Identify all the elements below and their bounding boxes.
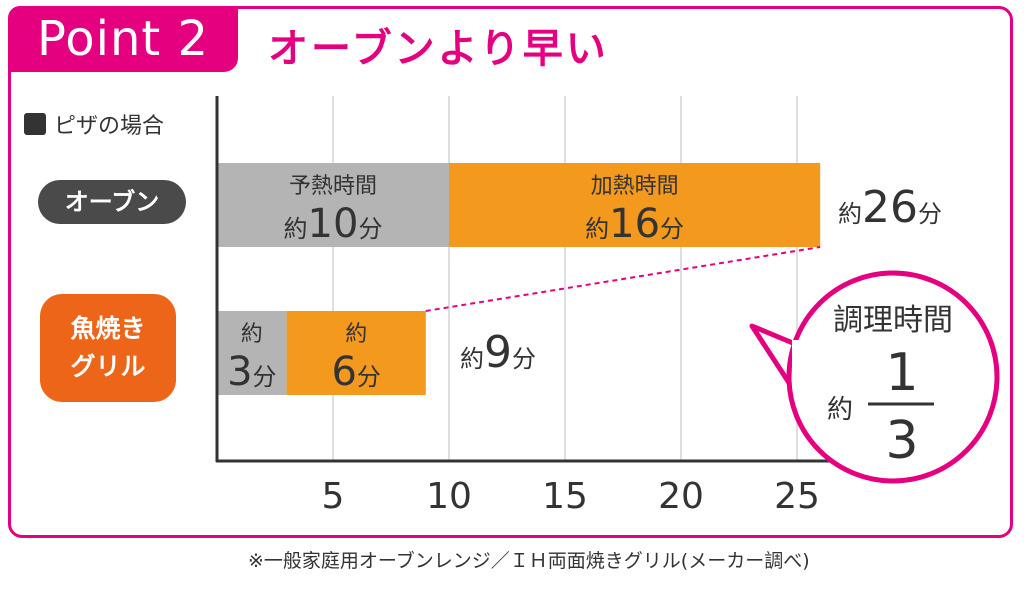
point-badge: Point 2 [8, 6, 238, 72]
x-tick-label-20: 20 [658, 476, 704, 517]
callout-tail-join [792, 340, 806, 386]
bar-1-0 [217, 311, 287, 395]
bar-1-1 [286, 311, 426, 395]
bar-0-1 [449, 163, 821, 247]
bar-label-top-0-0: 予熱時間 [289, 174, 377, 199]
axes: 5 10 15 20 25 [215, 96, 831, 517]
legend-label: ピザの場合 [54, 114, 165, 139]
bar-label-value-1-1: 6分 [331, 349, 380, 395]
category-label-oven: オーブン [38, 180, 186, 224]
total-label-0: 約26分 [838, 182, 942, 233]
chart-frame [8, 6, 1013, 538]
callout-circle [786, 270, 1000, 484]
callout-numerator: 1 [885, 343, 918, 403]
bar-label-top-1-0: 約 [241, 322, 263, 347]
callout-denominator: 3 [885, 411, 918, 471]
legend-square-icon [24, 113, 46, 135]
x-tick-label-5: 5 [322, 476, 345, 517]
callout-prefix: 約 [827, 395, 853, 425]
bar-label-value-0-0: 約10分 [284, 201, 383, 247]
x-tick-label-10: 10 [426, 476, 472, 517]
headline: オーブンより早い [268, 26, 609, 72]
bar-0-0 [217, 163, 449, 247]
bar-label-value-0-1: 約16分 [585, 201, 684, 247]
bar-label-value-1-0: 3分 [227, 349, 276, 395]
legend: ピザの場合 [24, 108, 164, 140]
total-label-1: 約9分 [460, 327, 536, 378]
bar-label-top-0-1: 加熱時間 [591, 174, 679, 199]
comparison-dashed-line [425, 246, 821, 312]
x-tick-label-25: 25 [774, 476, 820, 517]
callout-title: 調理時間 [833, 303, 953, 338]
x-tick-label-15: 15 [542, 476, 588, 517]
category-label-grill: 魚焼き グリル [40, 294, 176, 402]
footnote: ※一般家庭用オーブンレンジ／ＩＨ両面焼きグリル(メーカー調べ) [248, 550, 810, 572]
bars [217, 163, 821, 395]
bar-label-top-1-1: 約 [345, 322, 367, 347]
gridlines [332, 96, 798, 461]
